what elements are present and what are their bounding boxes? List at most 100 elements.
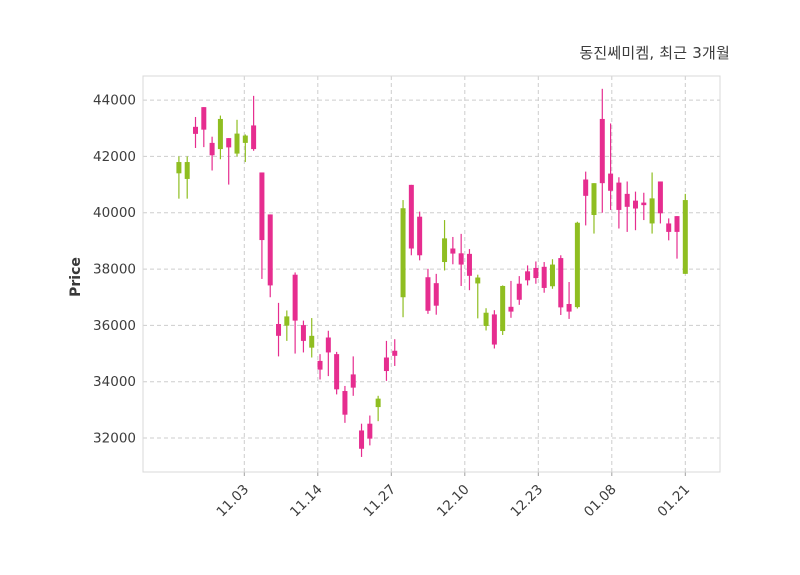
candle (284, 310, 290, 341)
candle-body (549, 264, 555, 287)
candle (608, 123, 614, 210)
candle (350, 356, 356, 396)
candle-body (193, 126, 199, 134)
candle (682, 193, 688, 274)
candle-body (334, 354, 340, 390)
candle (375, 395, 381, 422)
candle-body (342, 391, 348, 415)
candle-body (591, 183, 597, 215)
candle-body (392, 350, 398, 356)
candle-body (242, 135, 248, 143)
y-tick-label: 38000 (93, 262, 136, 278)
x-tick-label: 11.27 (360, 482, 399, 521)
candle-body (383, 357, 389, 372)
candle (599, 88, 605, 213)
candle (209, 136, 215, 171)
candle-body (325, 337, 331, 353)
candle-body (359, 430, 365, 449)
candle-body (525, 271, 531, 281)
x-tick-label: 01.08 (581, 482, 620, 521)
candle-body (641, 202, 647, 206)
candle (417, 211, 423, 261)
candle (433, 273, 439, 315)
candle-body (259, 172, 265, 241)
candle-body (417, 216, 423, 256)
plot-border (142, 75, 721, 473)
candle (367, 415, 373, 446)
candle (491, 310, 497, 349)
candle (525, 265, 531, 286)
candle-body (375, 398, 381, 408)
candle (574, 221, 580, 309)
candle-body (400, 208, 406, 298)
candle (251, 95, 257, 151)
candle (400, 200, 406, 318)
candle-body (425, 277, 431, 311)
candle (674, 216, 680, 259)
candle-body (433, 283, 439, 306)
candle-body (500, 285, 506, 332)
candle (458, 233, 464, 286)
candle-body (267, 214, 273, 286)
candle (176, 156, 182, 199)
candle (591, 183, 597, 234)
candle-body (450, 248, 456, 254)
candle (450, 236, 456, 265)
x-tick-label: 11.14 (287, 482, 326, 521)
candle (317, 354, 323, 380)
candle (193, 116, 199, 148)
candle-body (483, 312, 489, 326)
candle (466, 249, 472, 291)
y-tick-label: 32000 (93, 431, 136, 447)
candle-body (475, 277, 481, 284)
candle (624, 181, 630, 232)
candle-body (276, 323, 282, 336)
candle-body (516, 283, 522, 300)
x-tick-label: 12.23 (507, 482, 546, 521)
candle (184, 156, 190, 199)
candle-body (226, 138, 232, 148)
candle-body (682, 200, 688, 274)
candle (616, 177, 622, 229)
candle (666, 218, 672, 241)
candle-body (558, 258, 564, 308)
candle-body (201, 107, 207, 130)
candle-body (300, 325, 306, 341)
candle (342, 385, 348, 423)
candle (500, 285, 506, 335)
candle (508, 280, 514, 318)
candle (566, 282, 572, 319)
candle-body (583, 179, 589, 196)
candle-body (176, 162, 182, 174)
candle-body (184, 162, 190, 179)
x-tick-label: 12.10 (434, 482, 473, 521)
candle (516, 276, 522, 305)
candle-body (624, 193, 630, 207)
candle (309, 318, 315, 358)
candle (408, 184, 414, 256)
candle-body (541, 266, 547, 288)
candle (359, 423, 365, 457)
candle-body (234, 133, 240, 154)
candle-body (574, 222, 580, 308)
candle-body (674, 216, 680, 232)
candle (533, 261, 539, 284)
candle (292, 272, 298, 354)
x-tick-label: 01.21 (654, 482, 693, 521)
candle (392, 339, 398, 366)
candle-body (251, 125, 257, 150)
candle (632, 191, 638, 231)
candle (558, 255, 564, 315)
candle (541, 262, 547, 293)
candle (657, 181, 663, 224)
candle (649, 172, 655, 234)
candle-body (458, 253, 464, 265)
candle (442, 220, 448, 271)
candle (641, 192, 647, 221)
candle-body (408, 184, 414, 249)
candle (483, 308, 489, 331)
candle (300, 320, 306, 353)
candle (475, 274, 481, 319)
candle-body (533, 267, 539, 279)
